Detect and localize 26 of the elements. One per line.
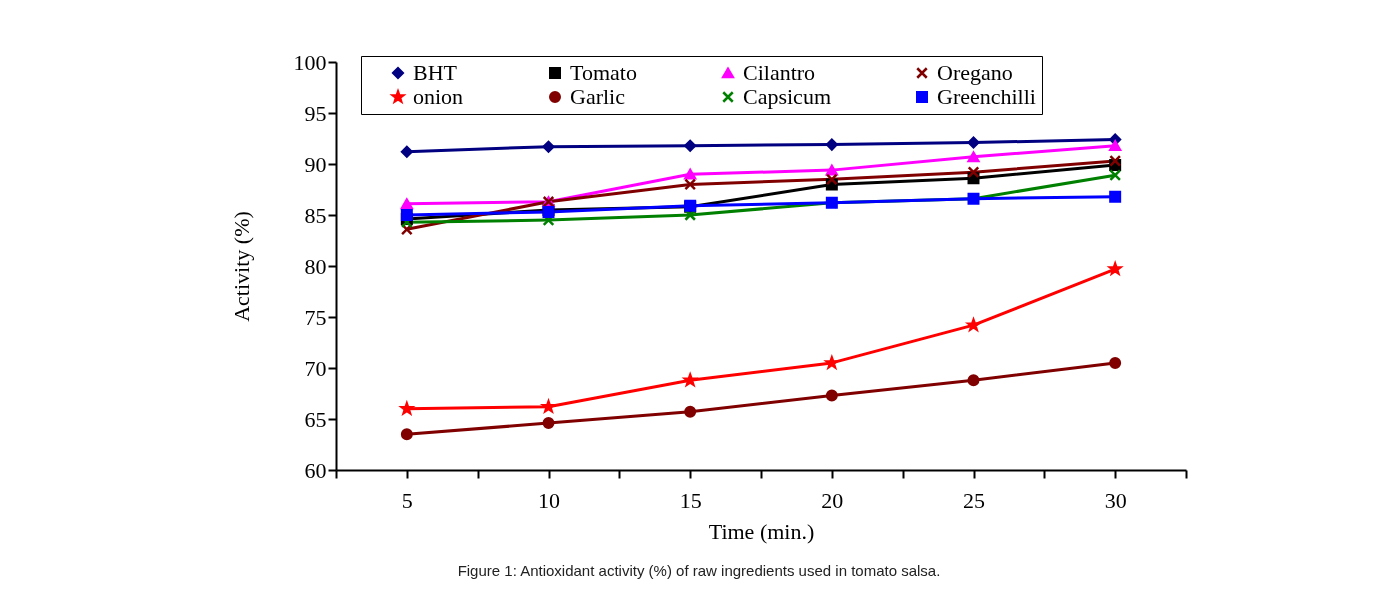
legend-label: Greenchilli xyxy=(937,84,1036,109)
y-tick-label: 75 xyxy=(304,304,327,330)
y-tick-label: 60 xyxy=(304,457,327,483)
y-tick-label: 100 xyxy=(293,49,327,75)
legend-label: Garlic xyxy=(570,84,626,109)
x-tick-label: 10 xyxy=(538,487,560,513)
x-tick-label: 15 xyxy=(679,487,702,513)
y-tick-label: 65 xyxy=(304,406,327,432)
legend-label: BHT xyxy=(413,60,458,85)
y-tick-label: 70 xyxy=(304,355,327,381)
y-tick-label: 85 xyxy=(304,202,327,228)
x-tick-label: 25 xyxy=(963,487,985,513)
y-tick-label: 80 xyxy=(304,253,327,279)
legend-label: Capsicum xyxy=(743,84,831,109)
caption: Figure 1: Antioxidant activity (%) of raw ingredients used in tomato salsa. xyxy=(456,562,942,579)
x-tick-label: 20 xyxy=(821,487,844,513)
legend-label: onion xyxy=(413,84,464,109)
y-tick-label: 95 xyxy=(304,100,327,126)
legend-label: Tomato xyxy=(570,60,637,85)
x-tick-label: 5 xyxy=(401,487,413,513)
legend-label: Cilantro xyxy=(743,60,816,85)
legend-label: Oregano xyxy=(937,60,1013,85)
x-axis-title: Time (min.) xyxy=(708,518,815,544)
y-axis-title: Activity (%) xyxy=(228,211,254,322)
y-tick-label: 90 xyxy=(304,151,327,177)
x-tick-label: 30 xyxy=(1104,487,1127,513)
